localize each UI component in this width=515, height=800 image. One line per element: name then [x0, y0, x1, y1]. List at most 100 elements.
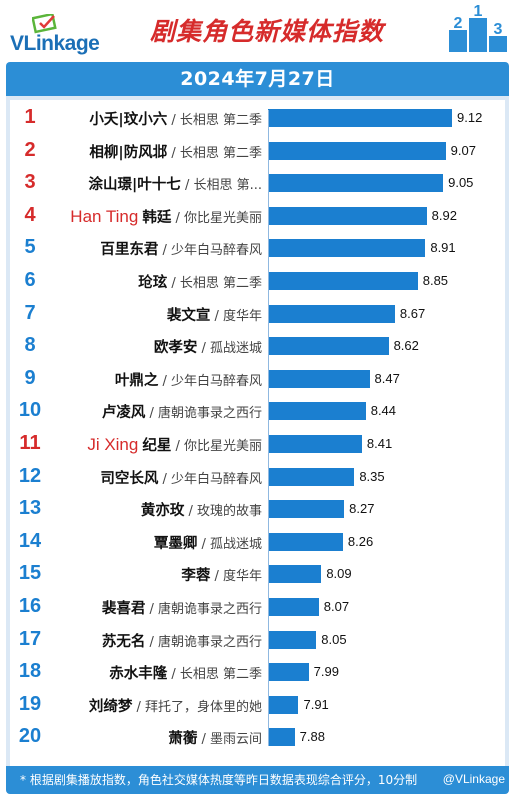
- chart-panel: 2024年7月27日: [6, 62, 509, 794]
- bar: [268, 141, 446, 160]
- bar: [268, 565, 322, 584]
- drama-title: / 长相思 第二季: [167, 145, 262, 161]
- data-label: 8.09: [326, 566, 352, 582]
- drama-title: / 长相思 第二季: [167, 113, 262, 128]
- svg-text:1: 1: [474, 4, 483, 20]
- character-name: 叶鼎之: [114, 372, 159, 389]
- rank-number: 17: [18, 627, 42, 650]
- bar-label: 相柳|防风邶 / 长相思 第二季: [89, 141, 262, 162]
- bar-label: 李蓉 / 度华年: [181, 564, 262, 585]
- rank-number: 7: [24, 301, 36, 324]
- drama-title: / 唐朝诡事录之西行: [145, 602, 262, 617]
- bar-label: 裴喜君 / 唐朝诡事录之西行: [102, 597, 262, 618]
- bar: [268, 239, 426, 258]
- character-name: 裴喜君: [101, 601, 146, 617]
- rank-number: 10: [18, 399, 42, 422]
- rank-number: 13: [18, 497, 42, 520]
- rank-number: 11: [19, 432, 41, 454]
- bar: [268, 174, 444, 193]
- bar-label: 小夭|玟小六 / 长相思 第二季: [89, 108, 262, 129]
- drama-title: / 度华年: [210, 308, 262, 324]
- podium-icon: 2 1 3: [449, 4, 507, 52]
- drama-title: / 孤战迷城: [197, 536, 262, 552]
- bar: [268, 532, 343, 551]
- rank-number: 6: [24, 269, 36, 291]
- bar-label: 卢凌风 / 唐朝诡事录之西行: [102, 401, 262, 422]
- bar-label: 百里东君 / 少年白马醉春风: [100, 238, 262, 259]
- character-name: 玱玹: [138, 275, 168, 291]
- english-name: Ji Xing: [87, 435, 139, 454]
- bar: [268, 435, 362, 453]
- bar: [268, 272, 418, 290]
- bar-label: 黄亦玫 / 玫瑰的故事: [141, 499, 262, 520]
- character-name: 覃墨卿: [153, 535, 198, 552]
- footer-note: * 根据剧集播放指数，角色社交媒体热度等昨日数据表现综合评分，10分制: [6, 766, 509, 794]
- data-label: 8.27: [349, 501, 375, 517]
- character-name: 苏无名: [101, 633, 146, 650]
- page-title: 剧集角色新媒体指数: [150, 17, 385, 46]
- rank-number: 19: [18, 692, 42, 715]
- character-name: 涂山璟|叶十七: [88, 177, 181, 194]
- bar-label: 叶鼎之 / 少年白马醉春风: [115, 369, 262, 390]
- bar-label: 司空长风 / 少年白马醉春风: [100, 467, 262, 488]
- date-label: 2024年7月27日: [180, 68, 335, 90]
- svg-text:3: 3: [494, 21, 503, 38]
- drama-title: / 你比星光美丽: [171, 210, 262, 226]
- logo-text: VLinkage: [10, 32, 100, 55]
- rank-number: 2: [24, 138, 36, 161]
- svg-text:2: 2: [454, 15, 463, 32]
- data-label: 7.91: [303, 696, 329, 712]
- drama-title: / 度华年: [210, 569, 262, 585]
- drama-title: / 长相思 第二季: [167, 667, 262, 683]
- drama-title: / 唐朝诡事录之西行: [145, 634, 262, 650]
- bar: [268, 695, 299, 714]
- data-label: 7.99: [313, 664, 339, 680]
- drama-title: / 玫瑰的故事: [184, 504, 262, 520]
- bar: [268, 630, 317, 649]
- data-label: 8.07: [323, 599, 350, 614]
- data-label: 9.07: [450, 142, 476, 158]
- drama-title: / 少年白马醉春风: [158, 373, 262, 389]
- bar: [268, 206, 427, 225]
- bar-label: 裴文宣 / 度华年: [167, 304, 262, 325]
- bar: [268, 663, 309, 682]
- rank-number: 4: [24, 203, 36, 226]
- header: VLinkage 剧集角色新媒体指数 2 1 3: [0, 0, 515, 62]
- drama-title: / 你比星光美丽: [171, 439, 262, 454]
- character-name: 百里东君: [100, 242, 159, 259]
- character-name: 黄亦玫: [140, 503, 185, 520]
- bar-label: Ji Xing 纪星 / 你比星光美丽: [87, 434, 262, 455]
- rank-number: 3: [24, 171, 36, 194]
- bar-label: 萧蘅 / 墨雨云间: [168, 727, 262, 748]
- drama-title: / 长相思 第...: [180, 178, 262, 194]
- bar: [268, 304, 395, 323]
- logo-mark-icon: [32, 14, 57, 34]
- bar-label: Han Ting 韩廷 / 你比星光美丽: [70, 206, 262, 227]
- bar: [268, 337, 389, 356]
- rank-number: 15: [18, 562, 42, 585]
- rank-number: 14: [18, 529, 42, 552]
- rank-number: 20: [18, 725, 42, 748]
- bar: [268, 598, 319, 616]
- watermark: @VLinkage: [442, 772, 505, 786]
- bar-label: 覃墨卿 / 孤战迷城: [154, 532, 262, 553]
- rank-number: 8: [24, 334, 36, 357]
- character-name: 萧蘅: [168, 731, 198, 748]
- drama-title: / 墨雨云间: [197, 732, 262, 748]
- character-name: 司空长风: [100, 470, 159, 487]
- rank-number: 9: [24, 366, 36, 389]
- data-label: 7.88: [299, 729, 325, 745]
- character-name: 欧孝安: [153, 340, 198, 357]
- character-name: 刘绮梦: [88, 698, 133, 715]
- rank-number: 1: [24, 106, 36, 128]
- bar-label: 玱玹 / 长相思 第二季: [138, 271, 262, 292]
- data-label: 8.92: [431, 207, 457, 223]
- character-name: 韩廷: [142, 209, 172, 226]
- data-label: 8.85: [422, 273, 449, 288]
- drama-title: / 长相思 第二季: [167, 276, 262, 291]
- drama-title: / 少年白马醉春风: [158, 471, 262, 487]
- axis-line: [268, 110, 269, 746]
- rank-number: 16: [18, 595, 42, 617]
- rank-number: 18: [18, 660, 42, 683]
- bar: [268, 467, 355, 486]
